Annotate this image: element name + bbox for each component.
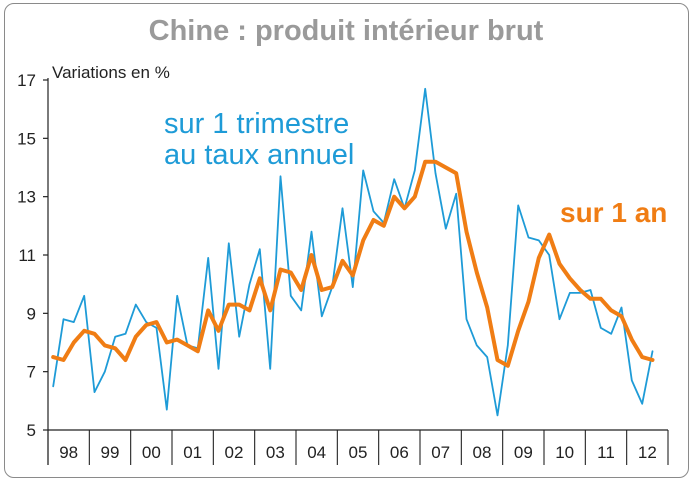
chart-title: Chine : produit intérieur brut xyxy=(149,15,544,47)
x-tick-label: 03 xyxy=(266,443,285,462)
annotation-quarterly-line1: sur 1 trimestre xyxy=(164,108,349,140)
axes: 5 7 9 11 13 15 17 98 99 00 01 02 03 04 05 06 07 08 09 10 11 1… xyxy=(17,71,669,465)
x-tick-label: 06 xyxy=(390,443,409,462)
x-tick-label: 12 xyxy=(638,443,657,462)
x-tick-label: 05 xyxy=(349,443,368,462)
y-tick-label: 13 xyxy=(17,188,36,207)
x-tick-label: 99 xyxy=(101,443,120,462)
y-tick-label: 9 xyxy=(27,304,36,323)
series-quarterly-line xyxy=(52,87,654,417)
x-tick-label: 00 xyxy=(142,443,161,462)
x-tick-label: 98 xyxy=(59,443,78,462)
y-tick-label: 15 xyxy=(17,129,36,148)
x-tick-label: 09 xyxy=(514,443,533,462)
y-tick-label: 11 xyxy=(18,246,36,265)
annotation-quarterly-line2: au taux annuel xyxy=(164,139,354,171)
x-tick-label: 11 xyxy=(597,443,615,462)
x-tick-label: 10 xyxy=(555,443,574,462)
x-tick-label: 07 xyxy=(431,443,450,462)
y-tick-label: 17 xyxy=(17,71,36,90)
x-tick-label: 01 xyxy=(183,443,202,462)
y-tick-label: 7 xyxy=(27,363,36,382)
series-yearly-line xyxy=(51,159,655,368)
y-tick-label: 5 xyxy=(27,421,36,440)
annotation-yearly: sur 1 an xyxy=(560,197,667,228)
y-axis-label: Variations en % xyxy=(52,63,170,82)
x-tick-label: 02 xyxy=(225,443,244,462)
series-layer xyxy=(51,87,655,417)
x-tick-label: 04 xyxy=(307,443,326,462)
x-tick-label: 08 xyxy=(473,443,492,462)
